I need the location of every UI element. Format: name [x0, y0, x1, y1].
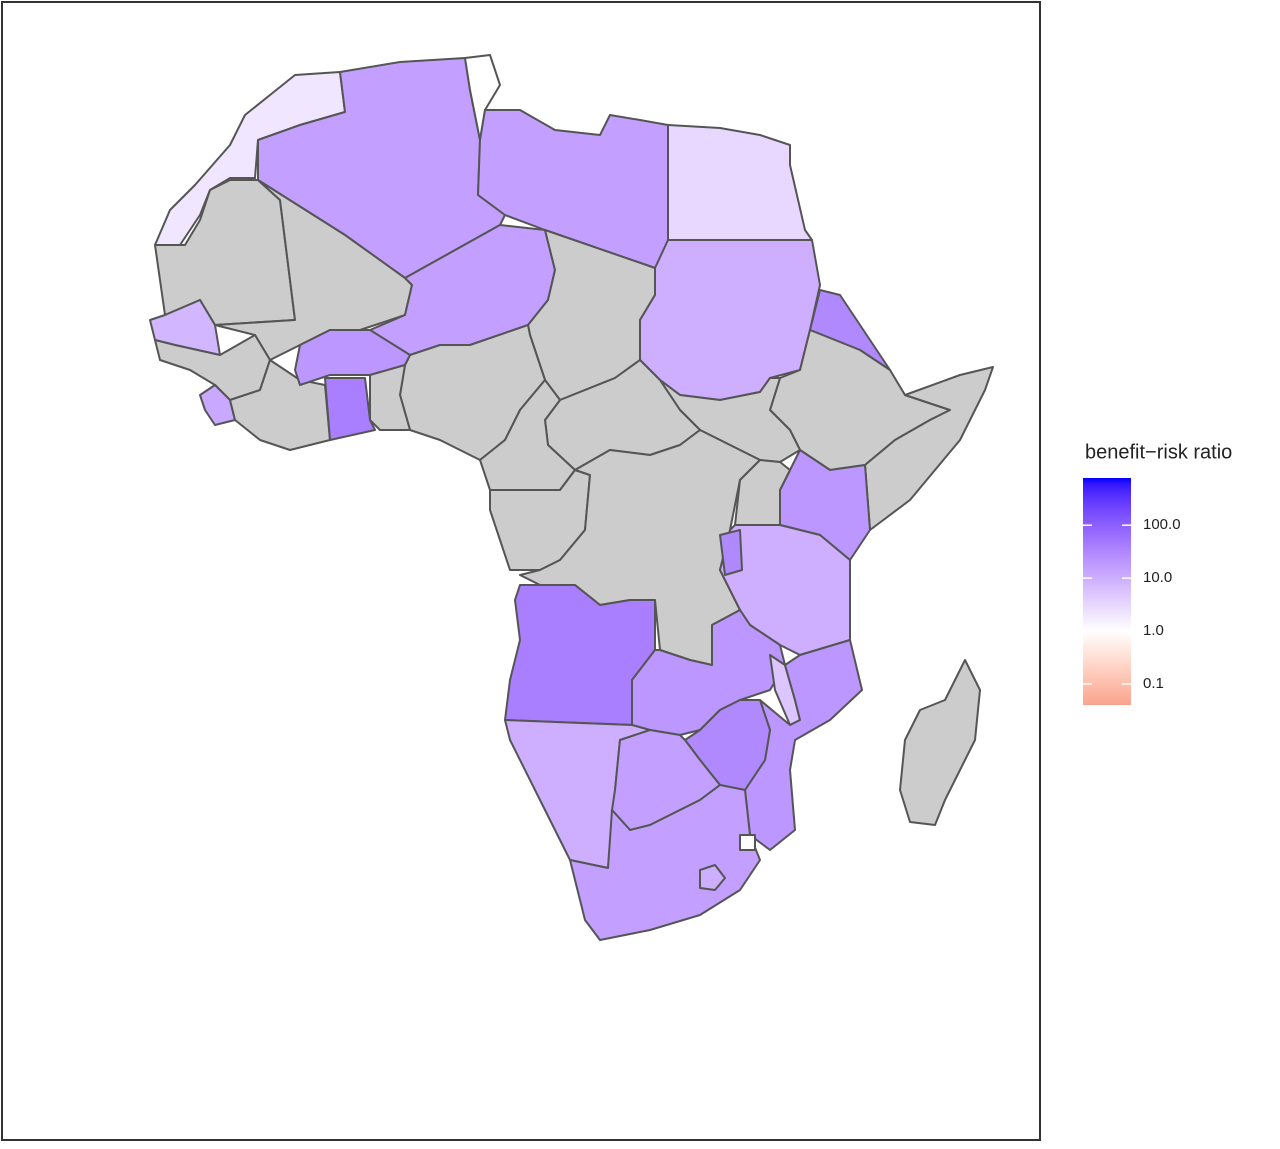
country — [324, 377, 376, 441]
legend-tick-label: 0.1 — [1143, 675, 1164, 692]
country — [899, 659, 981, 826]
legend-title: benefit−risk ratio — [1085, 441, 1232, 463]
country — [369, 364, 411, 431]
legend-bar — [1083, 478, 1131, 705]
country — [699, 864, 726, 891]
country — [569, 784, 761, 941]
legend-tick-label: 100.0 — [1143, 516, 1181, 533]
country — [744, 639, 863, 851]
country — [864, 366, 994, 531]
country — [719, 529, 743, 576]
country — [739, 834, 756, 851]
legend-tick-label: 10.0 — [1143, 569, 1172, 586]
country — [719, 524, 851, 656]
legend-tick-label: 1.0 — [1143, 622, 1164, 639]
legend: benefit−risk ratio 100.0 10.0 1.0 0.1 — [1083, 441, 1232, 705]
map — [149, 54, 994, 941]
